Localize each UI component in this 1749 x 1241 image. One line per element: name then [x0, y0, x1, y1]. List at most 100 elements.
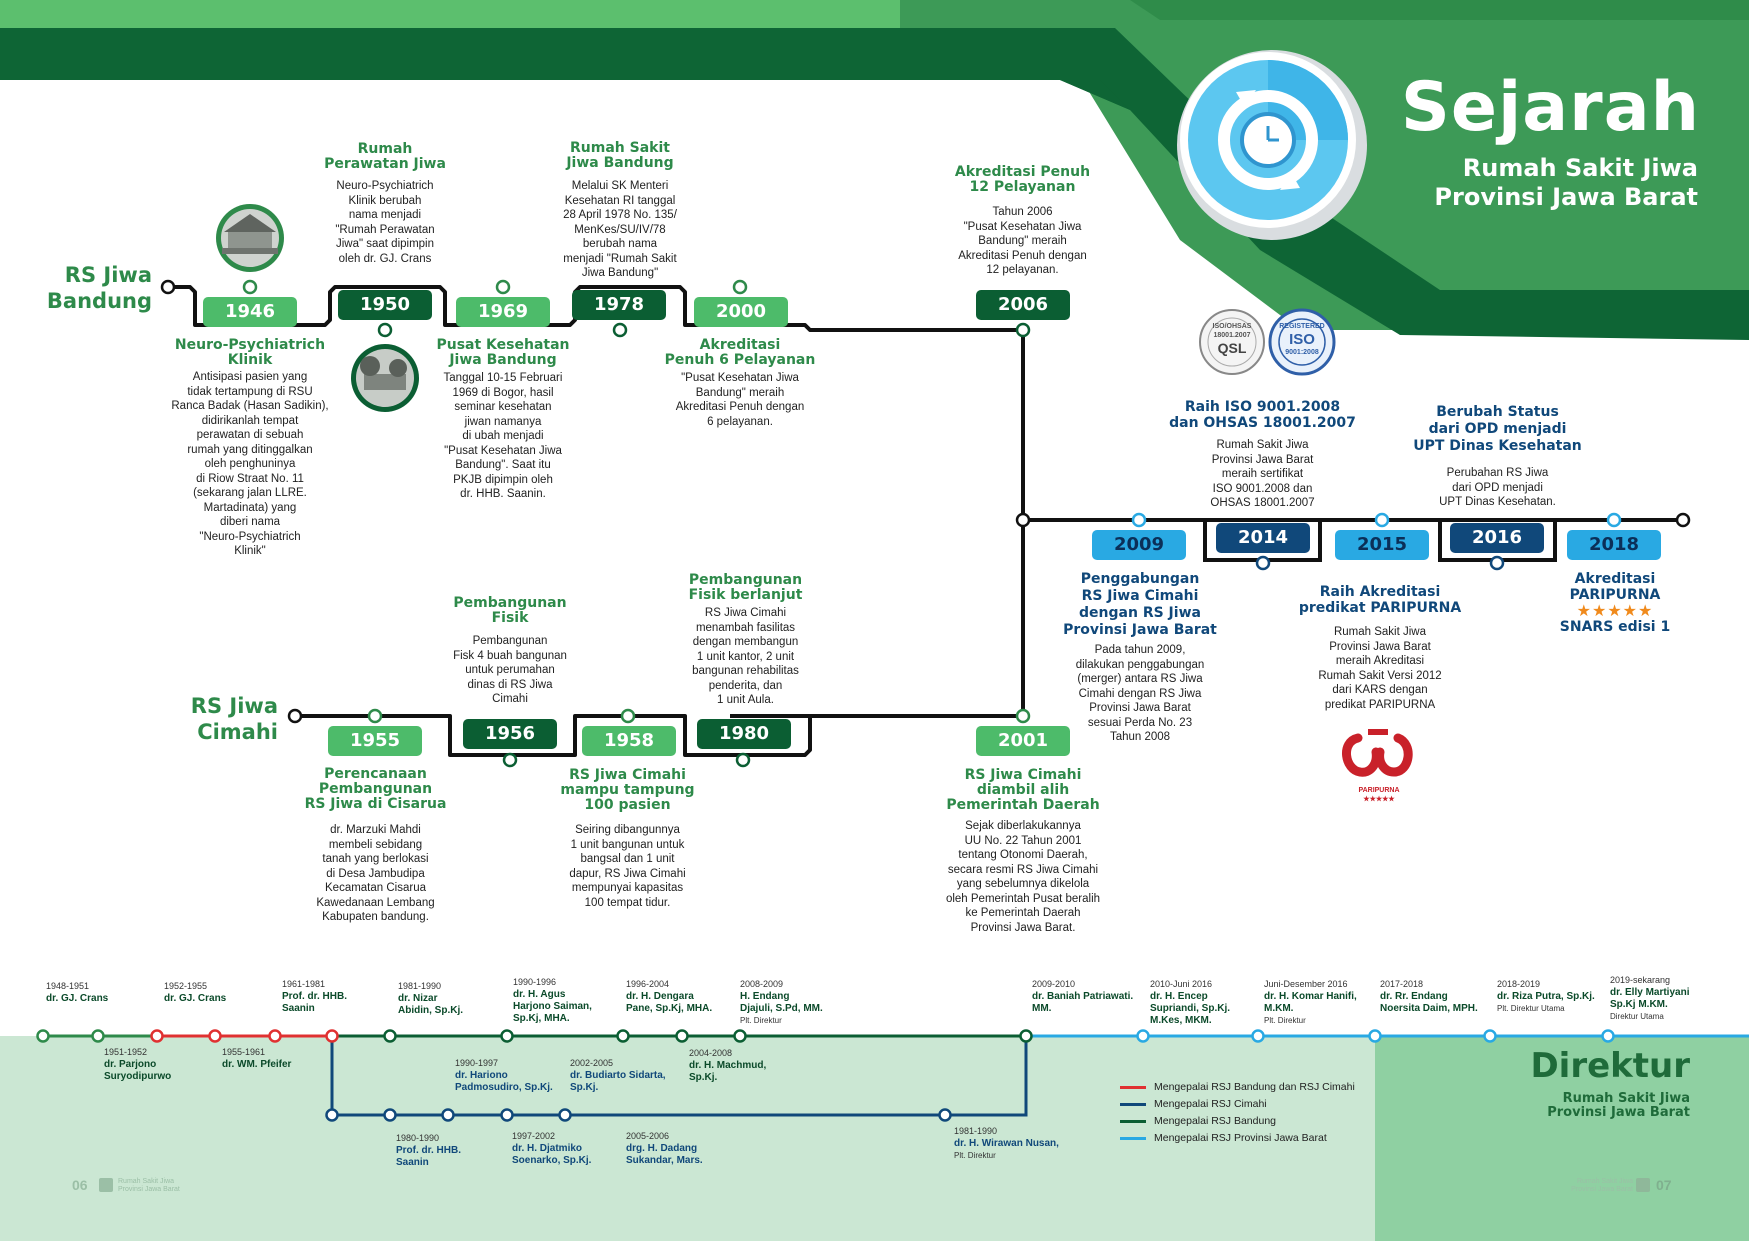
event-title-line: Rumah Sakit	[570, 140, 670, 156]
event-desc-line: 12 pelayanan.	[986, 264, 1059, 276]
event-title-line: Raih ISO 9001.2008	[1184, 399, 1341, 415]
event-2015-desc: Rumah Sakit Jiwa Provinsi Jawa Barat merai…	[1285, 625, 1475, 712]
director-name: Sp.Kj.	[570, 1082, 599, 1093]
event-desc-line: Pada tahun 2009,	[1094, 644, 1186, 656]
director-period: 1955-1961	[222, 1047, 266, 1057]
director-period: 1980-1990	[396, 1133, 440, 1143]
director-name: dr. Riza Putra, Sp.Kj.	[1497, 991, 1595, 1002]
footer-subtitle-line: Rumah Sakit Jiwa	[1562, 1091, 1690, 1106]
event-desc-line: Kabupaten bandung.	[322, 911, 429, 923]
director-name: M.KM.	[1264, 1003, 1294, 1014]
event-desc-line: diberi nama	[219, 516, 281, 528]
event-desc-line: Seiring dibangunnya	[575, 824, 680, 836]
event-title-line: Pemerintah Daerah	[946, 797, 1100, 813]
director-name: Saanin	[396, 1157, 429, 1168]
director-nodes	[36, 1029, 1615, 1122]
event-desc-line: Tahun 2008	[1109, 731, 1171, 743]
event-title-line: Fisik berlanjut	[688, 587, 803, 603]
event-title-line: 100 pasien	[584, 797, 671, 813]
event-desc-line: Provinsi Jawa Barat	[1329, 640, 1431, 653]
legend-label: Mengepalai RSJ Provinsi Jawa Barat	[1154, 1132, 1327, 1144]
event-desc-line: RS Jiwa Cimahi	[704, 607, 787, 619]
director-period: 2002-2005	[570, 1058, 614, 1068]
paripurna-logo	[1342, 729, 1413, 777]
director-period: 2009-2010	[1032, 979, 1076, 989]
event-title-line: predikat PARIPURNA	[1298, 600, 1462, 616]
event-desc-line: Akreditasi Penuh dengan	[958, 249, 1087, 262]
event-desc-line: 1969 di Bogor, hasil	[452, 386, 554, 399]
event-desc-line: untuk perumahan	[465, 664, 555, 676]
event-desc-line: bangunan rehabilitas	[692, 665, 799, 677]
year-1980: 1980	[697, 719, 791, 749]
footer-title: Direktur	[1530, 1046, 1690, 1086]
event-desc-line: Neuro-Psychiatrich	[336, 180, 434, 192]
brand-line: Rumah Sakit Jiwa	[1576, 1178, 1633, 1185]
legend-swatch	[1120, 1086, 1146, 1089]
event-2014-title: Raih ISO 9001.2008 dan OHSAS 18001.2007	[1150, 399, 1375, 431]
event-2000-desc: "Pusat Kesehatan Jiwa Bandung" meraih Akre…	[650, 371, 830, 429]
event-title-line: Pusat Kesehatan	[436, 337, 570, 353]
director-name: Sukandar, Mars.	[626, 1155, 703, 1166]
director-period: 1997-2002	[512, 1131, 556, 1141]
event-desc-line: meraih Akreditasi	[1335, 655, 1425, 667]
director-name: dr. Elly Martiyani	[1610, 987, 1690, 998]
event-desc-line: dapur, RS Jiwa Cimahi	[569, 867, 686, 880]
director-name: dr. Rr. Endang	[1380, 991, 1448, 1002]
line-label-bandung-2: Bandung	[46, 289, 152, 313]
event-title-line: RS Jiwa Cimahi	[1081, 588, 1199, 604]
event-title-line: RS Jiwa Cimahi	[964, 767, 1082, 783]
event-desc-line: dr. Marzuki Mahdi	[330, 824, 421, 836]
building-photo-1950	[351, 344, 419, 412]
director-name: MM.	[1032, 1003, 1052, 1014]
event-desc-line: Jiwa" saat dipimpin	[335, 238, 435, 250]
subtitle-line-2: Provinsi Jawa Barat	[1434, 183, 1698, 211]
event-desc-line: berubah nama	[582, 238, 658, 250]
footer-subtitle-line: Provinsi Jawa Barat	[1547, 1105, 1690, 1120]
director-period: 2017-2018	[1380, 979, 1424, 989]
brand-line: Rumah Sakit Jiwa	[118, 1178, 175, 1185]
event-1955-desc: dr. Marzuki Mahdi membeli sebidang tanah y…	[283, 823, 468, 925]
event-desc-line: dari OPD menjadi	[1452, 481, 1543, 494]
event-desc-line: "Pusat Kesehatan Jiwa	[963, 220, 1082, 233]
page-number-left: 06	[72, 1177, 88, 1193]
event-desc-line: 1 unit Aula.	[717, 694, 774, 706]
page-title: Sejarah	[1400, 68, 1700, 147]
year-2009: 2009	[1092, 530, 1186, 560]
director-name: Sp.Kj, MHA.	[513, 1013, 570, 1024]
year-1978: 1978	[572, 290, 666, 320]
director-name: Padmosudiro, Sp.Kj.	[455, 1082, 553, 1093]
event-desc-line: Provinsi Jawa Barat	[1089, 702, 1191, 714]
director-period: 1961-1981	[282, 979, 326, 989]
year-1946: 1946	[203, 297, 297, 327]
director-name: M.Kes, MKM.	[1150, 1015, 1212, 1026]
event-desc-line: predikat PARIPURNA	[1324, 698, 1436, 711]
event-1946-desc: Antisipasi pasien yang tidak tertampung d…	[150, 370, 350, 559]
year-1956: 1956	[463, 719, 557, 749]
director-name: Supriandi, Sp.Kj.	[1150, 1003, 1231, 1014]
event-2000-title: Akreditasi Penuh 6 Pelayanan	[650, 338, 830, 368]
year-2001: 2001	[976, 726, 1070, 756]
director-period: 2019-sekarang	[1610, 975, 1671, 985]
event-1978-desc: Melalui SK Menteri Kesehatan RI tanggal 28…	[535, 179, 705, 281]
page-number-right: 07	[1656, 1177, 1672, 1193]
event-desc-line: Kawedanaan Lembang	[316, 896, 435, 909]
director-note: Direktur Utama	[1610, 1012, 1664, 1021]
event-desc-line: MenKes/SU/IV/78	[574, 223, 666, 236]
director-name: dr. Budiarto Sidarta,	[570, 1070, 666, 1081]
director-name: H. Endang	[740, 991, 790, 1002]
event-title-line: RS Jiwa di Cisarua	[304, 796, 447, 812]
event-desc-line: Tanggal 10-15 Februari	[443, 372, 563, 384]
footer-panel-accent	[1375, 1036, 1749, 1241]
event-desc-line: dinas di RS Jiwa	[467, 678, 553, 691]
director-name: dr. H. Djatmiko	[512, 1143, 583, 1154]
event-1950-title: Rumah Perawatan Jiwa	[300, 142, 470, 172]
event-desc-line: 100 tempat tidur.	[584, 896, 671, 909]
event-2016-title: Berubah Status dari OPD menjadi UPT Dina…	[1395, 404, 1600, 455]
event-desc-line: 6 pelayanan.	[707, 415, 773, 428]
event-title-line: Penuh 6 Pelayanan	[664, 352, 816, 368]
event-title-line: Akreditasi	[1574, 571, 1656, 587]
event-desc-line: Kecamatan Cisarua	[325, 882, 426, 894]
director-name: Pane, Sp.Kj, MHA.	[626, 1003, 713, 1014]
event-1958-desc: Seiring dibangunnya 1 unit bangunan untuk…	[540, 823, 715, 910]
event-desc-line: 28 April 1978 No. 135/	[563, 209, 677, 221]
